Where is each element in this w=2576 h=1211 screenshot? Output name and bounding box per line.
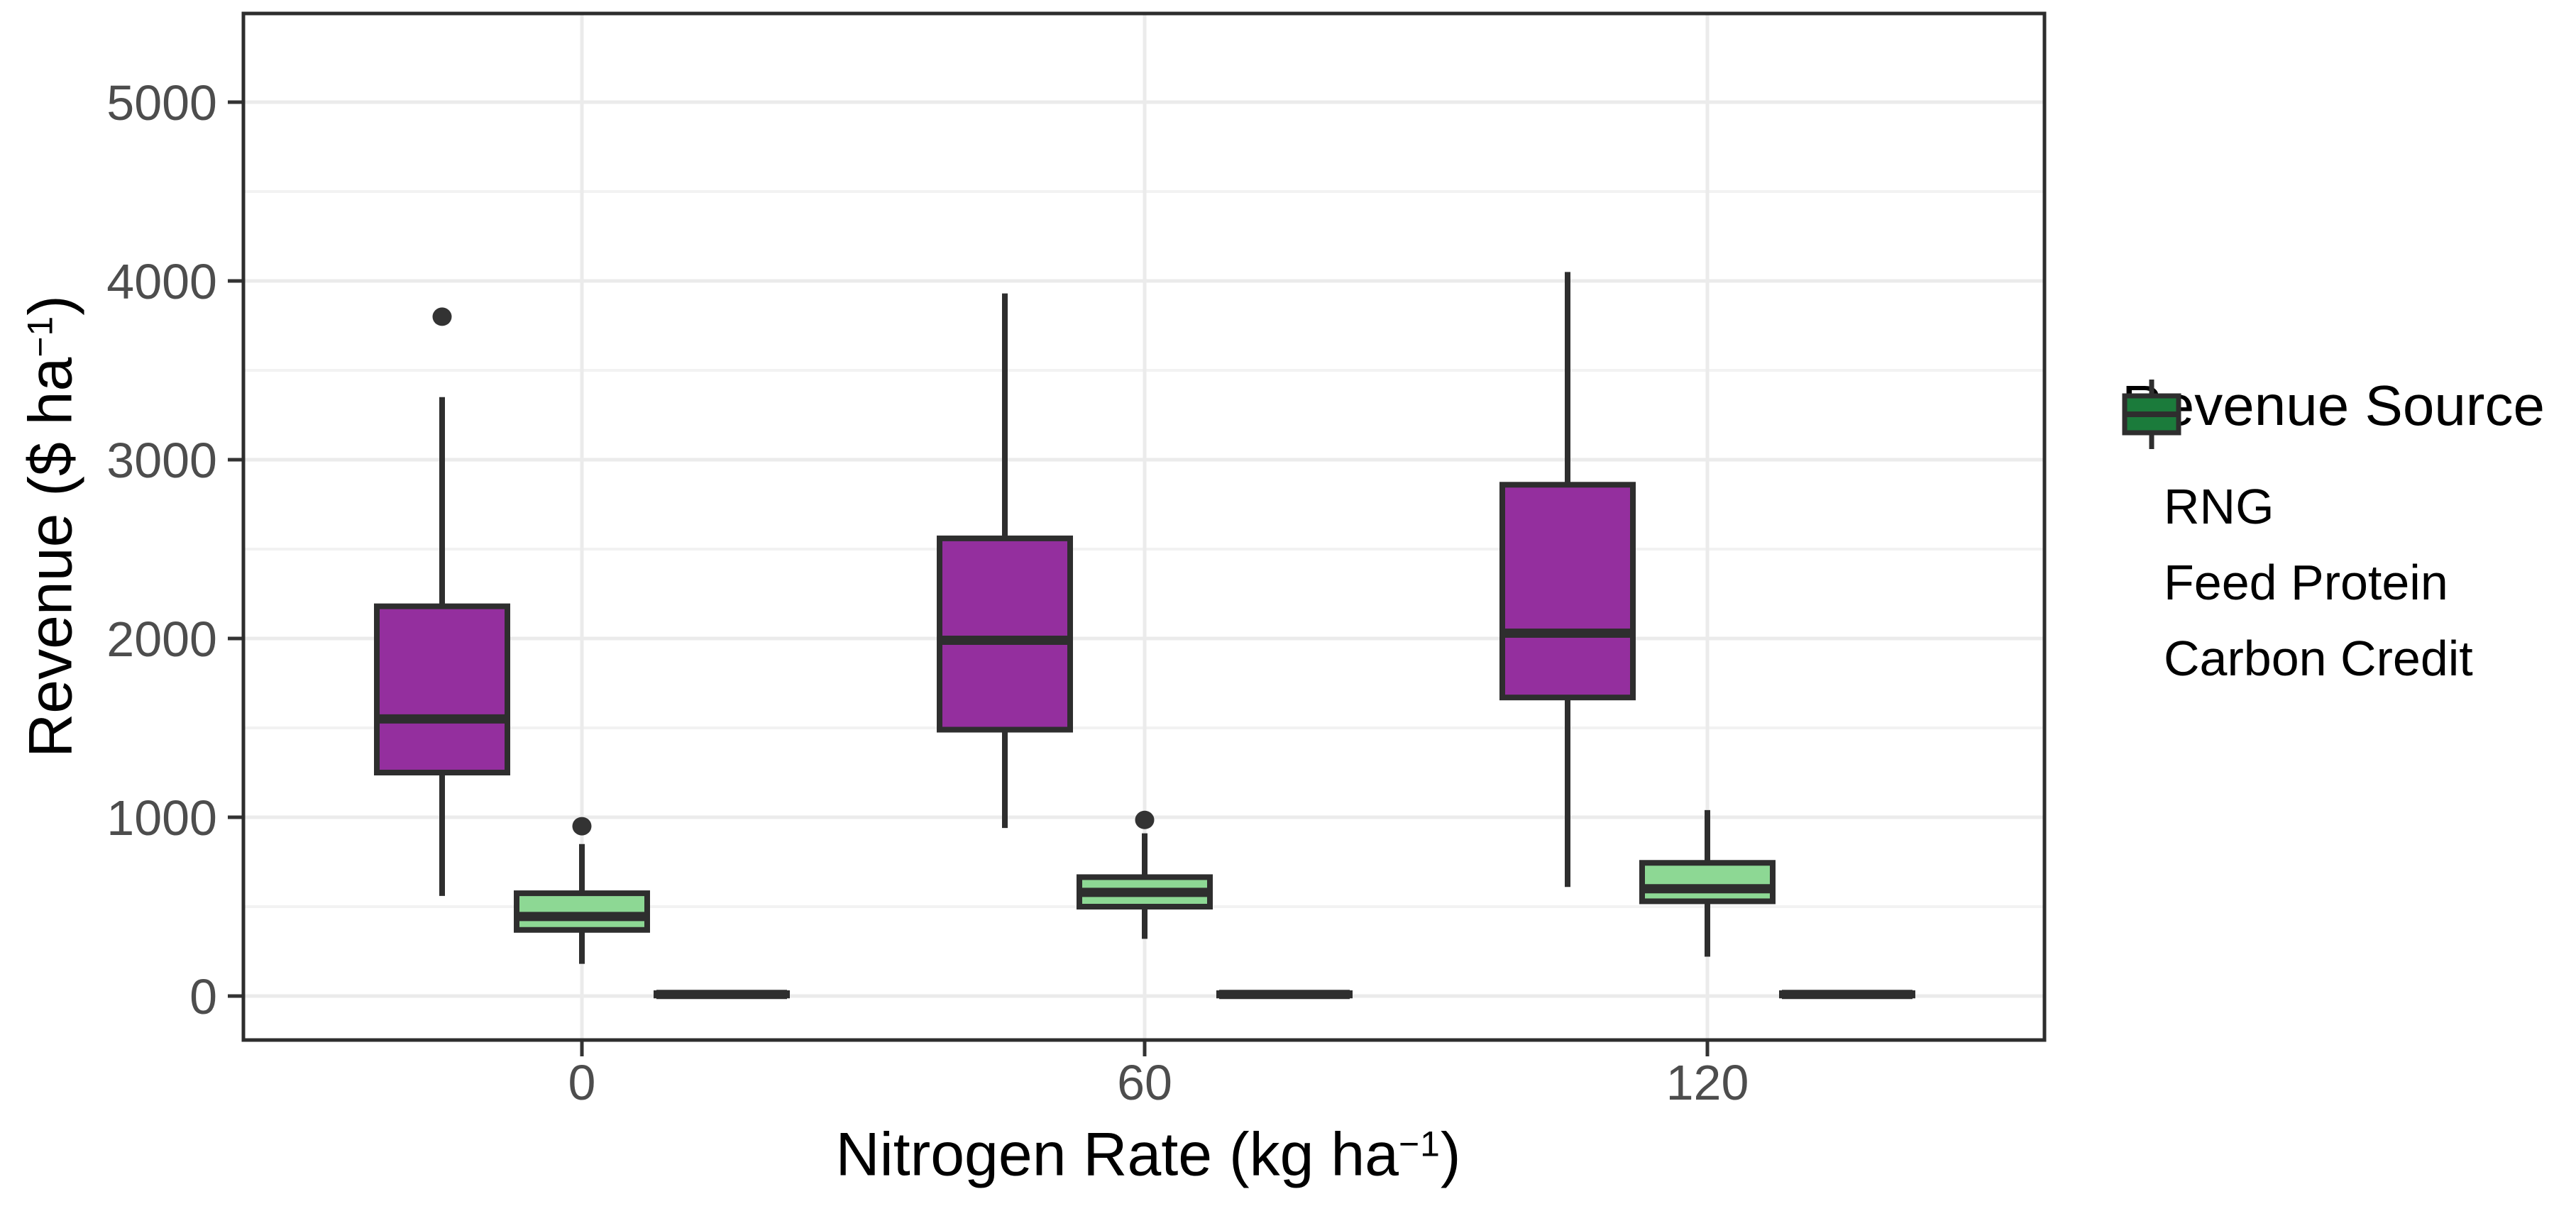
y-tick-label-0: 0 [189, 969, 217, 1024]
box-rng-0 [374, 603, 510, 776]
x-axis-title: Nitrogen Rate (kg ha−1) [835, 1120, 1460, 1190]
legend-label-feed-protein: Feed Protein [2164, 555, 2448, 610]
outlier-rng-0-0 [432, 307, 452, 326]
x-tick-label-60: 60 [1117, 1055, 1172, 1110]
y-tick-label-3000: 3000 [106, 433, 217, 488]
box-feed-protein-120 [1639, 860, 1776, 905]
legend-key-boxplot-icon-carbon-credit [2122, 380, 2181, 449]
legend-item-feed-protein: Feed Protein [2122, 380, 2545, 619]
y-axis-title-text: Revenue ($ ha [16, 357, 85, 758]
x-tick-label-0: 0 [568, 1055, 596, 1110]
legend-label-rng: RNG [2164, 479, 2274, 534]
y-axis-title-superscript: −1 [20, 315, 60, 358]
outlier-feed-protein-0-0 [572, 817, 592, 836]
legend-item-carbon-credit: Carbon Credit [2122, 380, 2545, 695]
y-tick-label-1000: 1000 [106, 790, 217, 846]
x-axis-title-suffix: ) [1440, 1120, 1461, 1189]
outlier-feed-protein-60-0 [1135, 810, 1155, 829]
y-axis-title-suffix: ) [16, 295, 85, 316]
box-rng-60 [937, 535, 1073, 733]
y-tick-label-2000: 2000 [106, 612, 217, 667]
legend-items: RNG Feed Protein Carbon Credit [2122, 380, 2545, 695]
legend-label-carbon-credit: Carbon Credit [2164, 631, 2473, 686]
legend-title: Revenue Source [2122, 374, 2545, 437]
x-axis-title-text: Nitrogen Rate (kg ha [835, 1120, 1399, 1189]
y-axis-title: Revenue ($ ha−1) [16, 295, 87, 758]
legend: Revenue Source RNG Feed Protein Carbon Cre… [2122, 377, 2545, 697]
legend-item-rng: RNG [2122, 380, 2545, 543]
box-feed-protein-0 [514, 890, 650, 933]
box-rng-120 [1499, 482, 1636, 701]
x-tick-label-120: 120 [1666, 1055, 1749, 1110]
y-tick-label-4000: 4000 [106, 254, 217, 309]
panel-border [241, 11, 2047, 1042]
x-axis-title-superscript: −1 [1399, 1124, 1441, 1164]
y-tick-label-5000: 5000 [106, 75, 217, 131]
